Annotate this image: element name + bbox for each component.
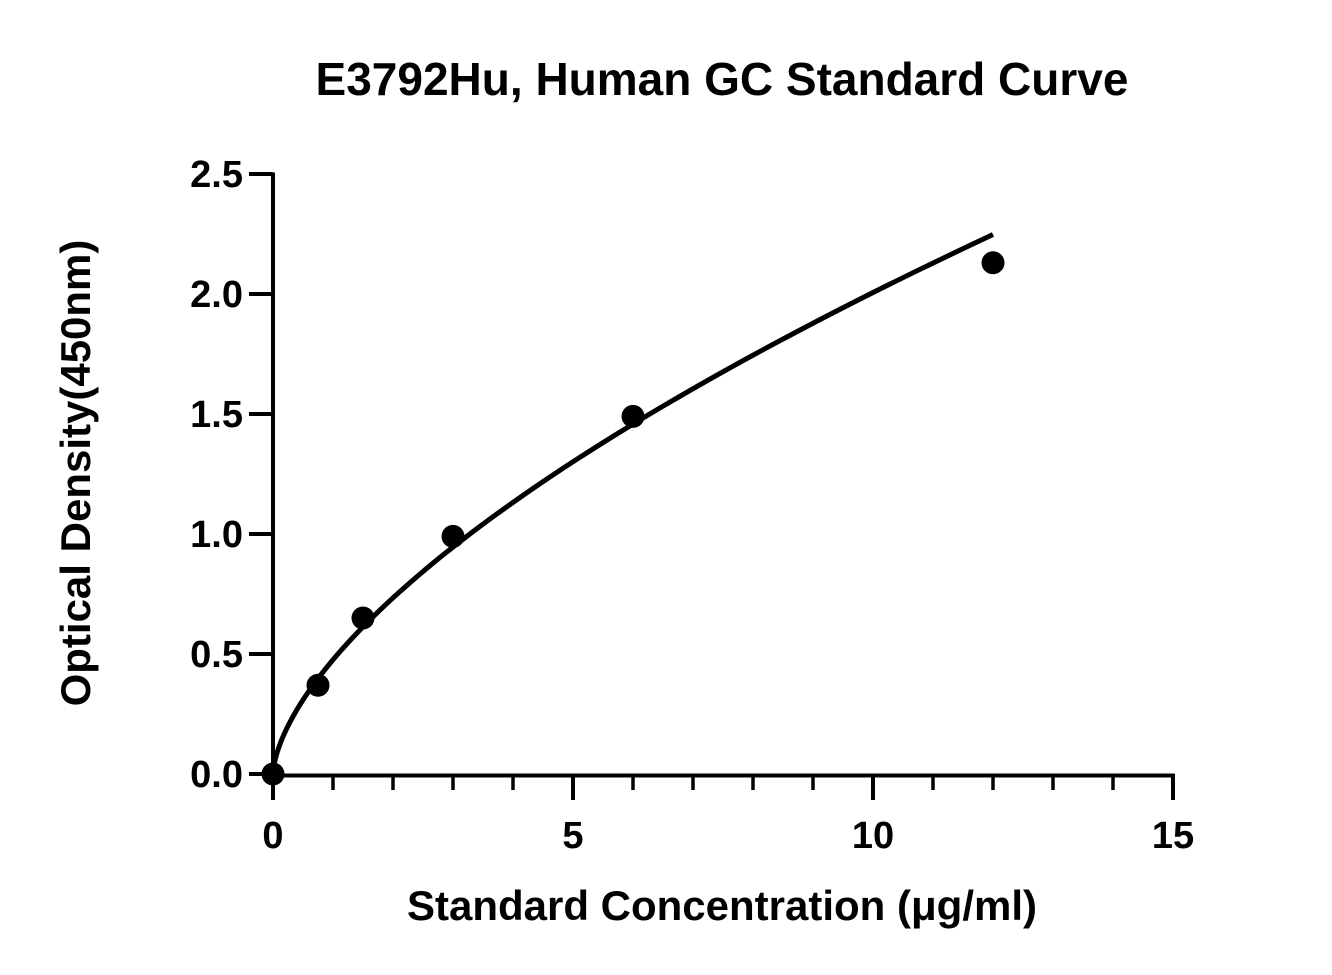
y-axis-ticks: 0.0 0.5 1.0 1.5 2.0 2.5 (190, 154, 273, 796)
y-axis-label: Optical Density(450nm) (52, 240, 99, 707)
axes (271, 172, 1175, 778)
y-tick-label: 0.5 (190, 634, 243, 676)
x-axis-label: Standard Concentration (μg/ml) (407, 882, 1037, 929)
y-tick-label: 0.0 (190, 754, 243, 796)
x-tick-label: 10 (852, 815, 894, 857)
data-points (261, 251, 1005, 786)
y-tick-label: 2.0 (190, 274, 243, 316)
y-tick-label: 1.0 (190, 514, 243, 556)
fit-curve (270, 232, 995, 775)
x-tick-label: 0 (262, 815, 283, 857)
y-tick-label: 2.5 (190, 154, 243, 196)
x-tick-label: 5 (562, 815, 583, 857)
x-axis-ticks: 0 5 10 15 (262, 774, 1194, 857)
data-point (306, 673, 330, 697)
y-tick-label: 1.5 (190, 394, 243, 436)
data-point (441, 524, 465, 548)
x-tick-label: 15 (1152, 815, 1194, 857)
data-point (261, 762, 285, 786)
chart-title: E3792Hu, Human GC Standard Curve (316, 53, 1129, 105)
data-point (351, 606, 375, 630)
data-point (621, 404, 645, 428)
data-point (981, 251, 1005, 275)
